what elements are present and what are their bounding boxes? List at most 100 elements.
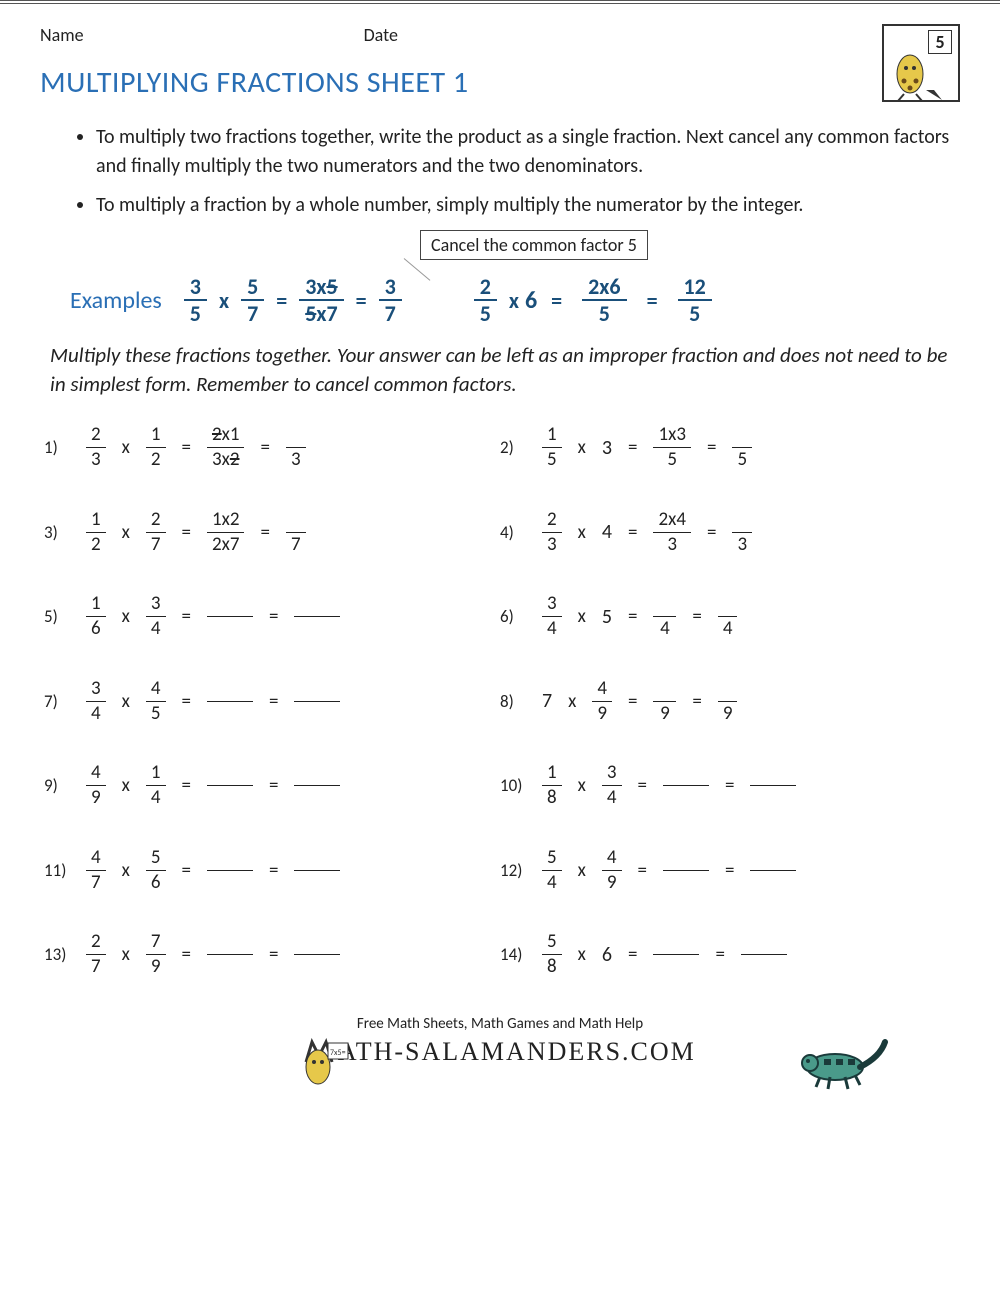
problem-number: 5) (44, 606, 78, 627)
fraction: 34 (542, 592, 562, 641)
whole-number: 6 (602, 943, 612, 967)
footer-salamander-right-icon (780, 1027, 890, 1097)
fraction: 49 (592, 677, 612, 726)
blank-line (750, 870, 796, 871)
times-op: x (122, 690, 130, 713)
page-title: MULTIPLYING FRACTIONS SHEET 1 (40, 64, 960, 101)
equals-op: = (692, 690, 701, 713)
whole-number: 4 (602, 520, 612, 544)
blank-line (207, 785, 253, 786)
equals-op: = (692, 605, 701, 628)
problem-number: 10) (500, 775, 534, 796)
problem-number: 12) (500, 860, 534, 881)
problem-cell: 6) 34x5= 4= 4 (500, 592, 956, 641)
equals-op: = (628, 605, 637, 628)
fraction: 12 (86, 508, 106, 557)
times-op: x (122, 774, 130, 797)
blank-line (207, 954, 253, 955)
fraction-blank-num: 7 (286, 508, 306, 557)
equals-op: = (269, 605, 278, 628)
ex2-frac-a: 2 5 (474, 274, 497, 327)
examples-label: Examples (70, 286, 162, 315)
equals-op: = (725, 774, 734, 797)
fraction: 27 (146, 508, 166, 557)
fraction: 12 (146, 423, 166, 472)
times-op: x (578, 436, 586, 459)
fraction: 49 (86, 761, 106, 810)
equals-op: = (725, 859, 734, 882)
whole-number: 7 (542, 689, 552, 713)
equals-op: = (182, 521, 191, 544)
fraction: 14 (146, 761, 166, 810)
blank-line (294, 701, 340, 702)
fraction: 34 (86, 677, 106, 726)
problem-cell: 5) 16x 34== (44, 592, 500, 641)
callout-container: Cancel the common factor 5 (420, 230, 960, 268)
problem-number: 1) (44, 437, 78, 458)
equals-op: = (707, 521, 716, 544)
times-op: x (122, 943, 130, 966)
problem-number: 2) (500, 437, 534, 458)
problem-cell: 8)7x 49= 9= 9 (500, 677, 956, 726)
fraction: 34 (602, 761, 622, 810)
problem-number: 6) (500, 606, 534, 627)
blank-line (653, 954, 699, 955)
equals-op: = (628, 690, 637, 713)
instructions-text: Multiply these fractions together. Your … (50, 341, 960, 400)
bullet-2: To multiply a fraction by a whole number… (96, 191, 960, 220)
fraction: 58 (542, 930, 562, 979)
examples-row: Examples 3 5 x 5 7 = 3x5 5x7 = 3 7 2 5 (70, 274, 960, 327)
grade-number: 5 (928, 30, 952, 54)
fraction-blank-num: 3 (286, 423, 306, 472)
problem-cell: 9) 49x 14== (44, 761, 500, 810)
problem-number: 11) (44, 860, 78, 881)
problem-number: 7) (44, 691, 78, 712)
problem-number: 13) (44, 944, 78, 965)
fraction-blank-num: 3 (732, 508, 752, 557)
header-row: Name Date (40, 24, 960, 46)
blank-line (207, 870, 253, 871)
problem-number: 8) (500, 691, 534, 712)
times-op: x (578, 774, 586, 797)
blank-line (741, 954, 787, 955)
instruction-bullets: To multiply two fractions together, writ… (40, 123, 960, 220)
problem-cell: 7) 34x 45== (44, 677, 500, 726)
fraction: 23 (86, 423, 106, 472)
fraction: 15 (542, 423, 562, 472)
fraction: 23 (542, 508, 562, 557)
equals-op: = (182, 859, 191, 882)
step-fraction: 1x3 5 (653, 423, 691, 472)
equals-op: = (715, 943, 724, 966)
bullet-1: To multiply two fractions together, writ… (96, 123, 960, 181)
fraction: 27 (86, 930, 106, 979)
step-fraction: 2x4 3 (653, 508, 691, 557)
equals-op: = (638, 774, 647, 797)
equals-op: = (269, 943, 278, 966)
fraction: 47 (86, 846, 106, 895)
blank-line (207, 616, 253, 617)
step-fraction: 9 (653, 677, 676, 726)
problem-cell: 3) 12x 27= 1x2 2x7= 7 (44, 508, 500, 557)
problem-cell: 4) 23x4= 2x4 3= 3 (500, 508, 956, 557)
equals-op: = (269, 859, 278, 882)
fraction-blank-num: 5 (732, 423, 752, 472)
times-op: x (122, 859, 130, 882)
problem-number: 14) (500, 944, 534, 965)
problem-cell: 13) 27x 79== (44, 930, 500, 979)
times-op: x (578, 943, 586, 966)
fraction: 45 (146, 677, 166, 726)
times-op: x (122, 521, 130, 544)
equals-op: = (269, 690, 278, 713)
problems-grid: 1) 23x 12= 2x1 3x2= 3 2) 15x3= 1x3 5= 5 … (40, 423, 960, 979)
fraction: 54 (542, 846, 562, 895)
blank-line (294, 870, 340, 871)
equals-op: = (269, 774, 278, 797)
problem-cell: 10) 18x 34== (500, 761, 956, 810)
times-op: x (219, 287, 229, 314)
problem-number: 4) (500, 522, 534, 543)
ex1-step: 3x5 5x7 (299, 274, 343, 327)
equals-op: = (628, 436, 637, 459)
equals-op: = (182, 943, 191, 966)
name-label: Name (40, 24, 84, 46)
times-op: x (122, 605, 130, 628)
